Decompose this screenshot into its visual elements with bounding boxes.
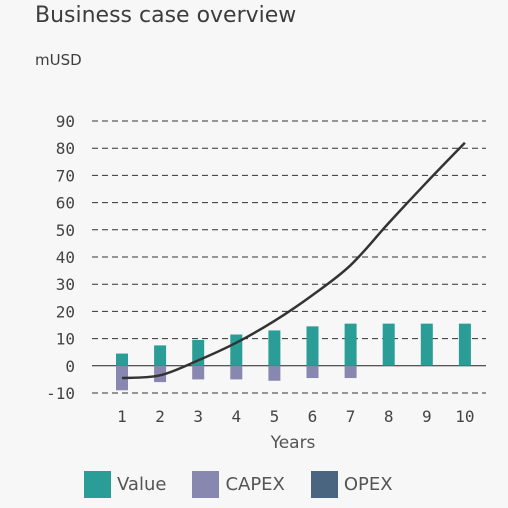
bar-value: [154, 345, 167, 366]
y-tick-label: 30: [56, 275, 75, 294]
legend: Value CAPEX OPEX: [84, 469, 419, 499]
chart-title: Business case overview: [35, 3, 297, 28]
x-tick-label: 6: [308, 407, 318, 426]
y-tick-label: 70: [56, 166, 75, 185]
bar-value: [306, 326, 319, 366]
legend-label-opex: OPEX: [343, 473, 393, 495]
legend-item-opex[interactable]: OPEX: [310, 470, 393, 498]
bar-value: [268, 330, 281, 366]
x-tick-label: 10: [455, 407, 474, 426]
y-tick-label: 20: [56, 302, 75, 321]
legend-label-capex: CAPEX: [225, 473, 285, 495]
x-axis-title: Years: [270, 433, 316, 453]
x-tick-label: 1: [117, 407, 127, 426]
y-axis-unit-label: mUSD: [35, 51, 82, 69]
y-tick-label: 10: [56, 330, 75, 349]
y-tick-label: -10: [46, 384, 75, 403]
x-tick-label: 7: [346, 407, 356, 426]
y-tick-label: 50: [56, 221, 75, 240]
bar-value: [116, 353, 128, 366]
x-tick-label: 2: [155, 407, 165, 426]
bar-capex: [268, 365, 281, 381]
y-tick-label: 60: [56, 194, 75, 213]
bar-capex: [154, 365, 167, 383]
x-tick-label: 4: [231, 407, 241, 426]
bar-capex: [192, 365, 205, 380]
legend-item-value[interactable]: Value: [84, 470, 167, 498]
bar-value: [458, 323, 471, 366]
bar-capex: [306, 365, 319, 379]
x-tick-label: 8: [384, 407, 394, 426]
y-tick-label: 40: [56, 248, 75, 267]
bar-capex: [344, 365, 357, 379]
legend-swatch-opex: [310, 470, 338, 498]
bar-value: [382, 323, 395, 366]
legend-label-value: Value: [117, 473, 167, 495]
x-tick-label: 3: [193, 407, 203, 426]
bar-value: [344, 323, 357, 366]
bar-capex: [230, 365, 243, 380]
x-tick-label: 5: [270, 407, 280, 426]
y-tick-label: 80: [56, 139, 75, 158]
legend-item-capex[interactable]: CAPEX: [192, 470, 285, 498]
cumulative-line: [121, 141, 466, 380]
y-tick-label: 0: [65, 357, 75, 376]
x-tick-label: 9: [422, 407, 432, 426]
legend-swatch-capex: [192, 470, 220, 498]
legend-swatch-value: [84, 470, 111, 498]
bar-value: [420, 323, 433, 366]
y-tick-label: 90: [56, 112, 75, 131]
